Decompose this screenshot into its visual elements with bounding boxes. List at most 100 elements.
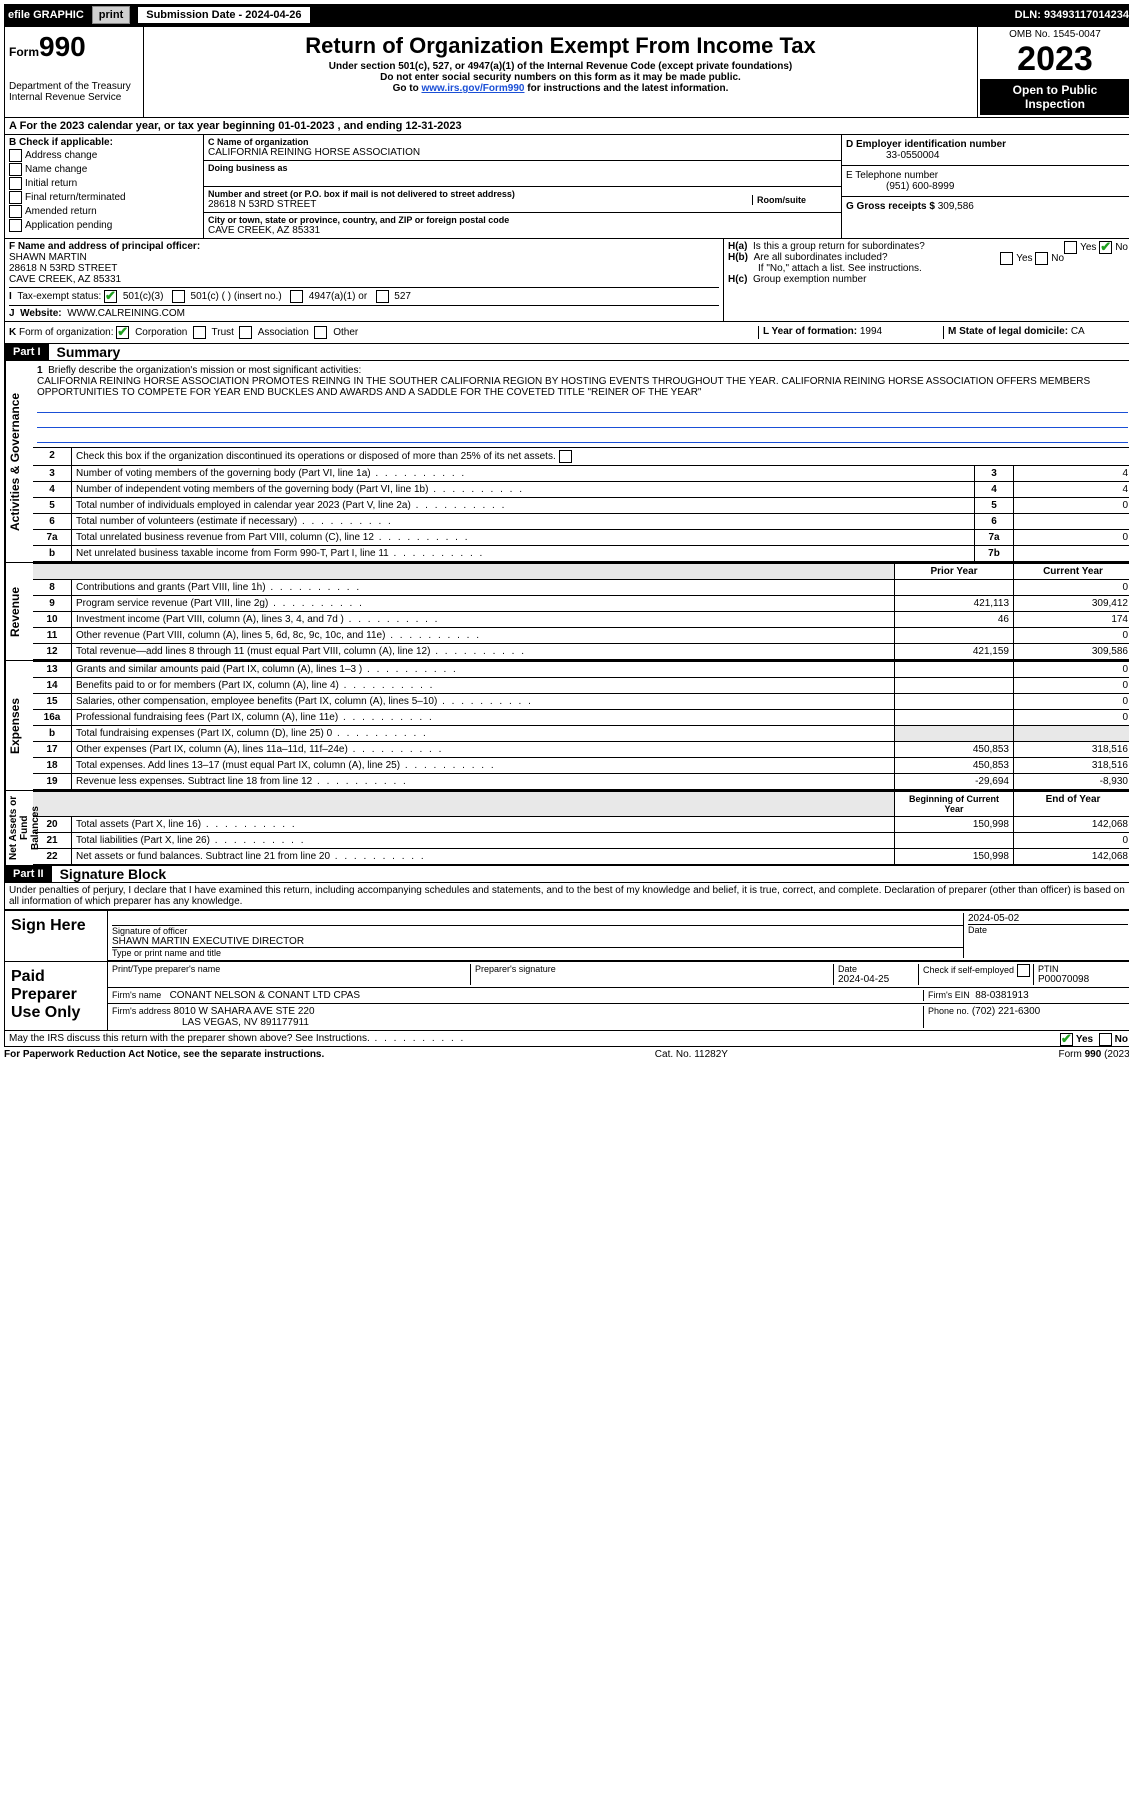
hb-no-checkbox[interactable] — [1035, 252, 1048, 265]
app-pending-checkbox[interactable] — [9, 219, 22, 232]
omb-number: OMB No. 1545-0047 — [980, 29, 1129, 40]
instructions-link[interactable]: www.irs.gov/Form990 — [421, 83, 524, 94]
gross-receipts: 309,586 — [938, 201, 974, 212]
4947-checkbox[interactable] — [290, 290, 303, 303]
sign-date: 2024-05-02 — [968, 913, 1019, 924]
table-row: 3Number of voting members of the governi… — [33, 466, 1129, 482]
table-row: 17Other expenses (Part IX, column (A), l… — [33, 742, 1129, 758]
other-checkbox[interactable] — [314, 326, 327, 339]
city-state-zip: CAVE CREEK, AZ 85331 — [208, 225, 320, 236]
trust-checkbox[interactable] — [193, 326, 206, 339]
table-row: 5Total number of individuals employed in… — [33, 498, 1129, 514]
dept-treasury: Department of the Treasury — [9, 81, 139, 92]
sign-here-section: Sign Here Signature of officerSHAWN MART… — [4, 910, 1129, 962]
year-formation: 1994 — [860, 326, 882, 337]
table-row: 22Net assets or fund balances. Subtract … — [33, 849, 1129, 865]
initial-return-checkbox[interactable] — [9, 177, 22, 190]
addr-change-checkbox[interactable] — [9, 149, 22, 162]
efile-label: efile GRAPHIC — [8, 9, 84, 21]
form-number: Form990 — [9, 31, 139, 63]
dln: DLN: 93493117014234 — [1015, 9, 1129, 21]
governance-section: Activities & Governance 1 Briefly descri… — [4, 361, 1129, 563]
state-domicile: CA — [1071, 326, 1085, 337]
discuss-no-checkbox[interactable] — [1099, 1033, 1112, 1046]
officer-name: SHAWN MARTIN — [9, 252, 87, 263]
table-row: 12Total revenue—add lines 8 through 11 (… — [33, 644, 1129, 660]
org-name: CALIFORNIA REINING HORSE ASSOCIATION — [208, 147, 420, 158]
table-row: bTotal fundraising expenses (Part IX, co… — [33, 726, 1129, 742]
open-public-badge: Open to Public Inspection — [980, 79, 1129, 115]
main-info: B Check if applicable: Address change Na… — [4, 135, 1129, 239]
vert-expenses: Expenses — [5, 661, 24, 790]
website: WWW.CALREINING.COM — [67, 308, 185, 319]
firm-addr: 8010 W SAHARA AVE STE 220 — [174, 1006, 315, 1017]
irs-label: Internal Revenue Service — [9, 92, 139, 103]
row-k-l-m: K Form of organization: Corporation Trus… — [4, 322, 1129, 344]
street-address: 28618 N 53RD STREET — [208, 199, 316, 210]
ha-no-checkbox[interactable] — [1099, 241, 1112, 254]
subtitle-2: Do not enter social security numbers on … — [148, 72, 973, 83]
preparer-date: 2024-04-25 — [838, 974, 889, 985]
phone: (951) 600-8999 — [886, 181, 954, 192]
part1-header: Part I Summary — [4, 344, 1129, 361]
firm-ein: 88-0381913 — [975, 990, 1028, 1001]
name-change-checkbox[interactable] — [9, 163, 22, 176]
part2-header: Part II Signature Block — [4, 866, 1129, 883]
discuss-yes-checkbox[interactable] — [1060, 1033, 1073, 1046]
amended-return-checkbox[interactable] — [9, 205, 22, 218]
table-row: 18Total expenses. Add lines 13–17 (must … — [33, 758, 1129, 774]
ein: 33-0550004 — [886, 150, 939, 161]
box-c: C Name of organizationCALIFORNIA REINING… — [204, 135, 841, 238]
table-row: bNet unrelated business taxable income f… — [33, 546, 1129, 562]
final-return-checkbox[interactable] — [9, 191, 22, 204]
line-a: A For the 2023 calendar year, or tax yea… — [4, 118, 1129, 135]
expenses-section: Expenses 13Grants and similar amounts pa… — [4, 661, 1129, 791]
box-b: B Check if applicable: Address change Na… — [5, 135, 204, 238]
table-row: 14Benefits paid to or for members (Part … — [33, 678, 1129, 694]
row-f-h: F Name and address of principal officer:… — [4, 239, 1129, 322]
table-row: 19Revenue less expenses. Subtract line 1… — [33, 774, 1129, 790]
revenue-section: Revenue Prior YearCurrent Year 8Contribu… — [4, 563, 1129, 661]
501c-checkbox[interactable] — [172, 290, 185, 303]
vert-governance: Activities & Governance — [5, 361, 24, 562]
table-row: 9Program service revenue (Part VIII, lin… — [33, 596, 1129, 612]
501c3-checkbox[interactable] — [104, 290, 117, 303]
form-title: Return of Organization Exempt From Incom… — [148, 33, 973, 59]
ptin: P00070098 — [1038, 974, 1089, 985]
print-button[interactable]: print — [92, 6, 130, 24]
discontinued-checkbox[interactable] — [559, 450, 572, 463]
box-d-e-g: D Employer identification number33-05500… — [841, 135, 1129, 238]
subtitle-1: Under section 501(c), 527, or 4947(a)(1)… — [148, 61, 973, 72]
self-employed-checkbox[interactable] — [1017, 964, 1030, 977]
table-row: 21Total liabilities (Part X, line 26)0 — [33, 833, 1129, 849]
hb-yes-checkbox[interactable] — [1000, 252, 1013, 265]
vert-revenue: Revenue — [5, 563, 24, 660]
vert-netassets: Net Assets or Fund Balances — [5, 791, 43, 865]
paid-preparer-section: Paid Preparer Use Only Print/Type prepar… — [4, 962, 1129, 1031]
corp-checkbox[interactable] — [116, 326, 129, 339]
tax-year: 2023 — [980, 40, 1129, 79]
table-row: 20Total assets (Part X, line 16)150,9981… — [33, 817, 1129, 833]
527-checkbox[interactable] — [376, 290, 389, 303]
table-row: 7aTotal unrelated business revenue from … — [33, 530, 1129, 546]
netassets-section: Net Assets or Fund Balances Beginning of… — [4, 791, 1129, 866]
footer: For Paperwork Reduction Act Notice, see … — [4, 1047, 1129, 1062]
table-row: 11Other revenue (Part VIII, column (A), … — [33, 628, 1129, 644]
table-row: 6Total number of volunteers (estimate if… — [33, 514, 1129, 530]
assoc-checkbox[interactable] — [239, 326, 252, 339]
table-row: 8Contributions and grants (Part VIII, li… — [33, 580, 1129, 596]
submission-date: Submission Date - 2024-04-26 — [138, 7, 309, 23]
mission-text: CALIFORNIA REINING HORSE ASSOCIATION PRO… — [37, 376, 1090, 398]
officer-signature: SHAWN MARTIN EXECUTIVE DIRECTOR — [112, 936, 304, 947]
ha-yes-checkbox[interactable] — [1064, 241, 1077, 254]
perjury-text: Under penalties of perjury, I declare th… — [4, 883, 1129, 910]
table-row: 16aProfessional fundraising fees (Part I… — [33, 710, 1129, 726]
form-header: Form990 Department of the Treasury Inter… — [4, 26, 1129, 118]
table-row: 4Number of independent voting members of… — [33, 482, 1129, 498]
firm-name: CONANT NELSON & CONANT LTD CPAS — [170, 990, 360, 1001]
subtitle-3: Go to www.irs.gov/Form990 for instructio… — [148, 83, 973, 94]
table-row: 10Investment income (Part VIII, column (… — [33, 612, 1129, 628]
top-bar: efile GRAPHIC print Submission Date - 20… — [4, 4, 1129, 26]
table-row: 13Grants and similar amounts paid (Part … — [33, 662, 1129, 678]
discuss-row: May the IRS discuss this return with the… — [4, 1031, 1129, 1047]
